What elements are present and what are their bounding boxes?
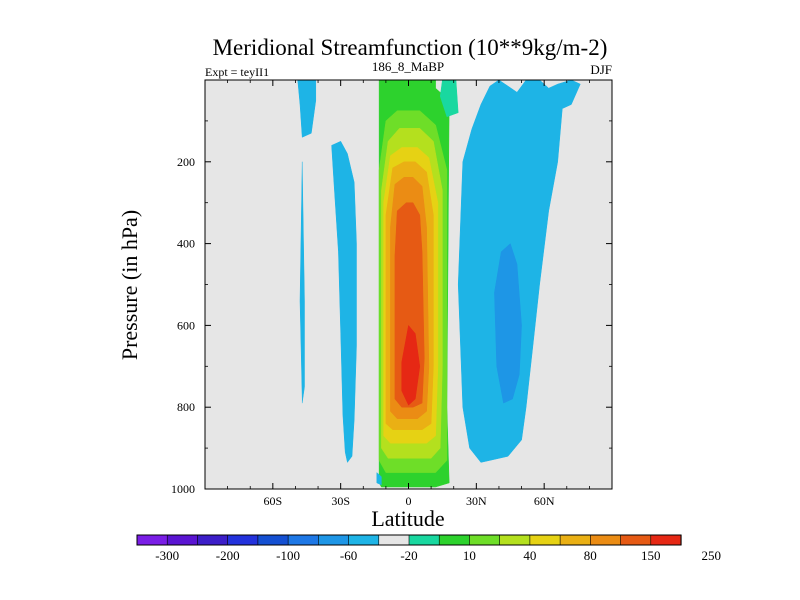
colorbar-label: -20 — [400, 548, 417, 563]
y-axis-title: Pressure (in hPa) — [117, 210, 142, 360]
colorbar-swatch — [469, 534, 501, 546]
colorbar-swatch — [650, 534, 682, 546]
colorbar-swatch — [197, 534, 229, 546]
colorbar-swatch — [257, 534, 289, 546]
colorbar-swatch — [227, 534, 259, 546]
colorbar-swatch — [438, 534, 471, 546]
colorbar: -300 -200 -100 -60 -20 10 40 80 150 250 — [136, 534, 721, 563]
colorbar-frame — [136, 534, 682, 546]
colorbar-swatch — [620, 534, 652, 546]
contour-region-south-negative-cell — [331, 140, 357, 463]
y-tick-label: 800 — [177, 400, 195, 414]
colorbar-label: -200 — [216, 548, 240, 563]
x-axis-ticks: 60S 30S 0 30N 60N — [227, 80, 590, 508]
colorbar-swatch — [136, 534, 168, 546]
y-axis-ticks: 200 400 600 800 1000 — [171, 120, 612, 496]
colorbar-label: 150 — [641, 548, 661, 563]
x-tick-label: 60S — [263, 494, 282, 508]
colorbar-label: 40 — [523, 548, 536, 563]
colorbar-swatch — [348, 534, 380, 546]
contour-region-north-negative-outer — [457, 79, 581, 463]
contour-regions — [297, 79, 581, 488]
y-tick-label: 1000 — [171, 482, 195, 496]
y-tick-label: 200 — [177, 155, 195, 169]
colorbar-swatch — [559, 534, 591, 546]
colorbar-swatch — [529, 534, 561, 546]
contour-region-surface-negative-patch — [376, 472, 382, 486]
colorbar-swatch — [590, 534, 622, 546]
colorbar-swatch — [287, 534, 319, 546]
colorbar-swatch — [408, 534, 440, 546]
contour-region-positive-cell-core — [401, 324, 421, 406]
colorbar-swatch — [166, 534, 199, 546]
x-axis-title: Latitude — [371, 506, 444, 531]
colorbar-label: -300 — [155, 548, 179, 563]
y-tick-label: 400 — [177, 237, 195, 251]
contour-region-south-negative-strip-lower — [299, 161, 305, 404]
colorbar-label: -100 — [276, 548, 300, 563]
x-tick-label: 60N — [534, 494, 555, 508]
y-tick-label: 600 — [177, 318, 195, 332]
contour-region-north-negative-inner — [494, 243, 522, 404]
season-label: DJF — [590, 62, 612, 77]
experiment-label: Expt = teyII1 — [205, 65, 269, 79]
chart-title: Meridional Streamfunction (10**9kg/m-2) — [213, 35, 608, 60]
x-tick-label: 30S — [331, 494, 350, 508]
x-tick-label: 0 — [406, 494, 412, 508]
colorbar-label: -60 — [340, 548, 357, 563]
colorbar-label: 10 — [463, 548, 476, 563]
colorbar-swatch — [318, 534, 350, 546]
colorbar-swatch — [378, 534, 410, 546]
x-tick-label: 30N — [466, 494, 487, 508]
colorbar-label: 80 — [584, 548, 597, 563]
period-label: 186_8_MaBP — [372, 59, 444, 74]
colorbar-swatch — [499, 534, 531, 546]
colorbar-label: 250 — [701, 548, 721, 563]
